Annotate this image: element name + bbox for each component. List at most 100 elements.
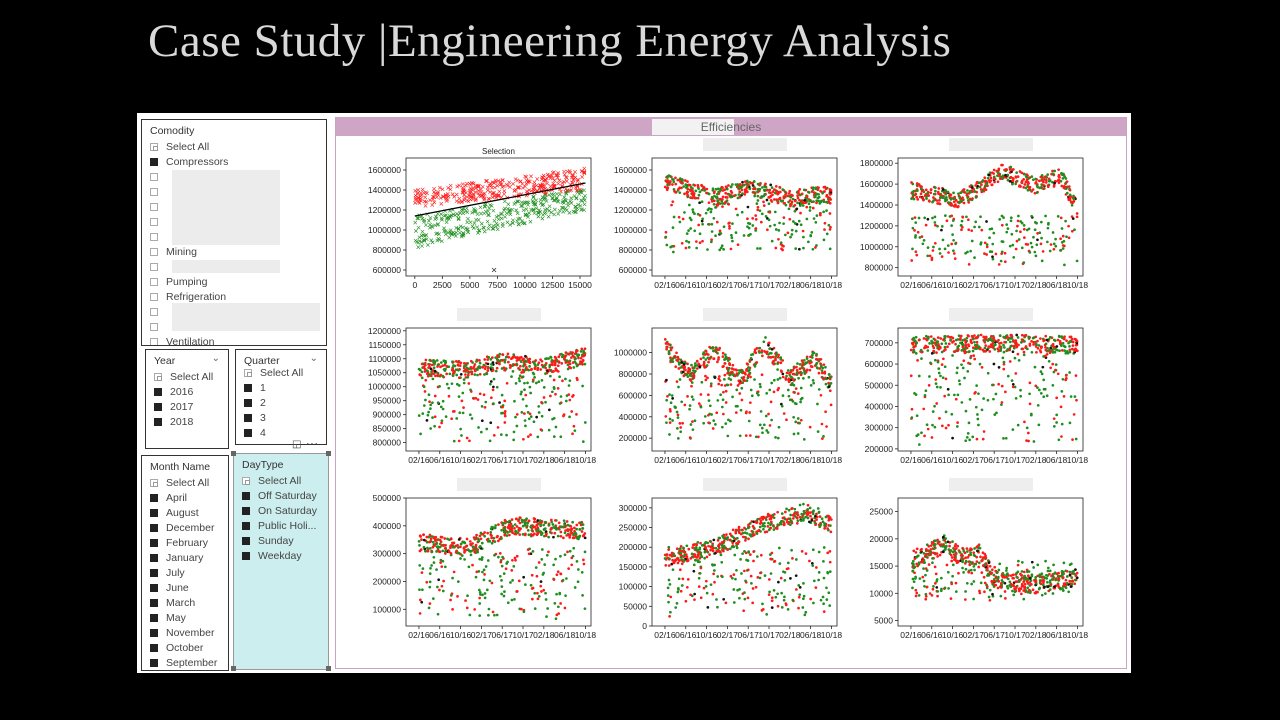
checkbox[interactable]: [150, 584, 158, 592]
month-item[interactable]: August: [150, 506, 199, 521]
checkbox[interactable]: [150, 644, 158, 652]
checkbox[interactable]: [242, 507, 250, 515]
daytype-item[interactable]: On Saturday: [242, 504, 317, 519]
data-point: [502, 199, 507, 204]
checkbox[interactable]: [150, 278, 158, 286]
checkbox[interactable]: [150, 554, 158, 562]
checkbox[interactable]: [150, 629, 158, 637]
month-item[interactable]: July: [150, 566, 185, 581]
data-point: [983, 241, 987, 245]
data-point: [760, 373, 764, 377]
checkbox[interactable]: [150, 203, 158, 211]
checkbox[interactable]: [242, 552, 250, 560]
checkbox[interactable]: [150, 233, 158, 241]
select-all-item[interactable]: Select All: [242, 474, 301, 489]
checkbox[interactable]: [150, 599, 158, 607]
commodity-item[interactable]: [150, 320, 166, 335]
commodity-item[interactable]: [150, 170, 166, 185]
select-all-item[interactable]: Select All: [150, 476, 209, 491]
quarter-item[interactable]: 3: [244, 411, 266, 426]
month-item[interactable]: January: [150, 551, 203, 566]
quarter-item[interactable]: 2: [244, 396, 266, 411]
resize-handle[interactable]: [326, 666, 331, 671]
resize-handle[interactable]: [231, 666, 236, 671]
checkbox[interactable]: [150, 509, 158, 517]
year-item[interactable]: 2018: [154, 415, 193, 430]
commodity-item[interactable]: Mining: [150, 245, 197, 260]
daytype-item[interactable]: Weekday: [242, 549, 302, 564]
checkbox[interactable]: [150, 539, 158, 547]
checkbox[interactable]: [150, 494, 158, 502]
chevron-down-icon[interactable]: ⌄: [309, 353, 318, 364]
select-all-item[interactable]: Select All: [150, 140, 209, 155]
checkbox[interactable]: [150, 158, 158, 166]
checkbox[interactable]: [150, 659, 158, 667]
checkbox[interactable]: [150, 248, 158, 256]
checkbox[interactable]: [150, 524, 158, 532]
commodity-item[interactable]: [150, 200, 166, 215]
quarter-item[interactable]: 1: [244, 381, 266, 396]
month-item[interactable]: October: [150, 641, 203, 656]
month-item[interactable]: March: [150, 596, 195, 611]
month-item[interactable]: February: [150, 536, 208, 551]
year-item[interactable]: 2016: [154, 385, 193, 400]
more-options-icon[interactable]: ⋅⋅⋅: [306, 439, 319, 450]
checkbox[interactable]: [150, 293, 158, 301]
commodity-item[interactable]: Compressors: [150, 155, 228, 170]
data-point: [520, 411, 524, 414]
checkbox[interactable]: [244, 399, 252, 407]
select-all-item[interactable]: Select All: [244, 366, 303, 381]
checkbox[interactable]: [154, 418, 162, 426]
checkbox[interactable]: [154, 388, 162, 396]
checkbox[interactable]: [150, 173, 158, 181]
checkbox[interactable]: [150, 614, 158, 622]
daytype-item[interactable]: Off Saturday: [242, 489, 317, 504]
checkbox[interactable]: [150, 569, 158, 577]
commodity-item[interactable]: [150, 215, 166, 230]
daytype-item[interactable]: Sunday: [242, 534, 294, 549]
data-point: [1035, 343, 1038, 347]
data-point: [432, 366, 436, 370]
checkbox[interactable]: [150, 188, 158, 196]
commodity-item[interactable]: [150, 230, 166, 245]
checkbox[interactable]: [150, 323, 158, 331]
focus-mode-icon[interactable]: ◱: [292, 439, 303, 450]
commodity-item[interactable]: Refrigeration: [150, 290, 226, 305]
month-item[interactable]: November: [150, 626, 214, 641]
checkbox[interactable]: [150, 308, 158, 316]
select-all-item[interactable]: Select All: [154, 370, 213, 385]
commodity-item[interactable]: [150, 305, 166, 320]
month-item[interactable]: December: [150, 521, 214, 536]
month-item[interactable]: May: [150, 611, 186, 626]
year-item[interactable]: 2017: [154, 400, 193, 415]
checkbox[interactable]: [244, 369, 252, 377]
checkbox[interactable]: [242, 537, 250, 545]
checkbox[interactable]: [150, 143, 158, 151]
checkbox[interactable]: [150, 479, 158, 487]
chevron-down-icon[interactable]: ⌄: [211, 353, 220, 364]
month-item[interactable]: September: [150, 656, 217, 670]
resize-handle[interactable]: [326, 451, 331, 456]
daytype-item[interactable]: Public Holi...: [242, 519, 316, 534]
checkbox[interactable]: [154, 403, 162, 411]
quarter-item[interactable]: 4: [244, 426, 266, 441]
checkbox[interactable]: [242, 477, 250, 485]
checkbox[interactable]: [244, 384, 252, 392]
checkbox[interactable]: [242, 492, 250, 500]
checkbox[interactable]: [154, 373, 162, 381]
month-item[interactable]: April: [150, 491, 187, 506]
commodity-item[interactable]: [150, 185, 166, 200]
checkbox[interactable]: [150, 338, 158, 345]
checkbox[interactable]: [150, 263, 158, 271]
daytype-slicer[interactable]: DayType Select All Off Saturday On Saturda…: [233, 453, 329, 670]
commodity-item[interactable]: Pumping: [150, 275, 207, 290]
resize-handle[interactable]: [231, 451, 236, 456]
commodity-item[interactable]: Ventilation: [150, 335, 214, 345]
checkbox[interactable]: [244, 429, 252, 437]
commodity-item[interactable]: [150, 260, 166, 275]
data-point: [571, 177, 576, 182]
month-item[interactable]: June: [150, 581, 189, 596]
checkbox[interactable]: [244, 414, 252, 422]
checkbox[interactable]: [242, 522, 250, 530]
checkbox[interactable]: [150, 218, 158, 226]
